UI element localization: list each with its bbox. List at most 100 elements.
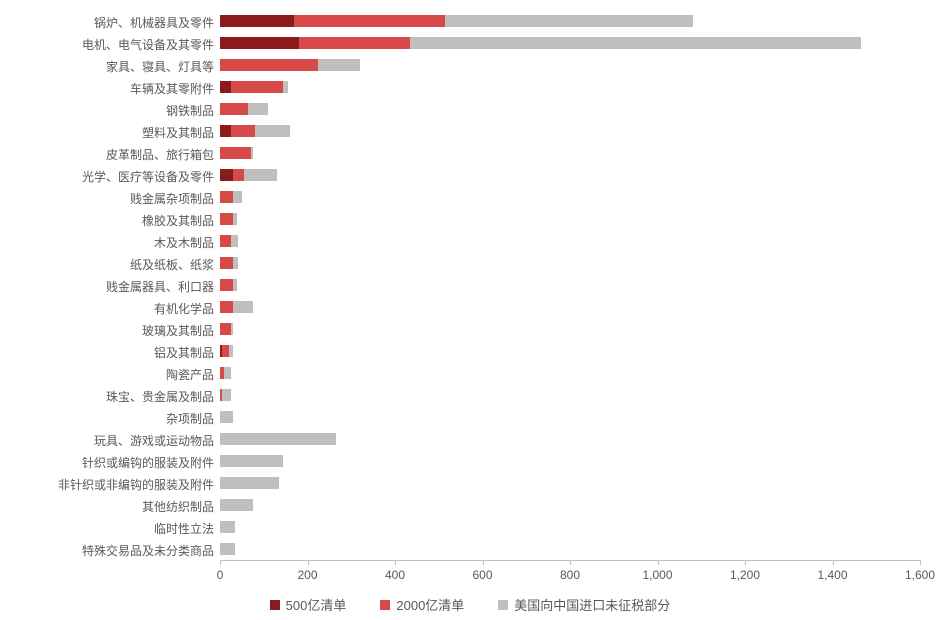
bar-segment-untaxed <box>410 37 861 49</box>
bar-row <box>220 521 235 533</box>
x-tick-label: 400 <box>385 568 405 582</box>
bar-row <box>220 37 861 49</box>
bar-segment-s500 <box>220 15 294 27</box>
category-label: 贱金属杂项制品 <box>0 190 220 207</box>
x-tick <box>483 560 484 565</box>
legend-item: 美国向中国进口未征税部分 <box>498 595 670 614</box>
bar-row <box>220 389 231 401</box>
bar-segment-untaxed <box>318 59 360 71</box>
category-label: 珠宝、贵金属及制品 <box>0 388 220 405</box>
bar-segment-untaxed <box>220 433 336 445</box>
bar-row <box>220 499 253 511</box>
bar-row <box>220 147 253 159</box>
legend-item: 500亿清单 <box>270 595 347 614</box>
bar-segment-untaxed <box>233 301 253 313</box>
bar-row <box>220 257 238 269</box>
bar-row <box>220 59 360 71</box>
bar-segment-s2000 <box>220 235 231 247</box>
category-label: 车辆及其零附件 <box>0 80 220 97</box>
bar-row <box>220 81 288 93</box>
bar-row <box>220 213 237 225</box>
x-tick <box>920 560 921 565</box>
bar-segment-untaxed <box>229 345 233 357</box>
category-label: 电机、电气设备及其零件 <box>0 36 220 53</box>
category-label: 针织或编钩的服装及附件 <box>0 454 220 471</box>
bar-segment-s500 <box>220 81 231 93</box>
bar-row <box>220 301 253 313</box>
legend-swatch <box>380 600 390 610</box>
legend-swatch <box>270 600 280 610</box>
bar-segment-untaxed <box>233 213 237 225</box>
category-label: 其他纺织制品 <box>0 498 220 515</box>
bar-segment-s2000 <box>220 59 318 71</box>
x-tick-label: 1,200 <box>730 568 760 582</box>
category-label: 玩具、游戏或运动物品 <box>0 432 220 449</box>
bar-segment-s2000 <box>220 301 233 313</box>
bar-segment-untaxed <box>233 279 237 291</box>
x-tick-label: 1,600 <box>905 568 935 582</box>
bar-row <box>220 477 279 489</box>
bar-row <box>220 169 277 181</box>
category-label: 特殊交易品及未分类商品 <box>0 542 220 559</box>
bar-row <box>220 543 235 555</box>
category-label: 陶瓷产品 <box>0 366 220 383</box>
bar-segment-s2000 <box>294 15 445 27</box>
bar-segment-untaxed <box>233 257 237 269</box>
x-tick-label: 1,400 <box>817 568 847 582</box>
x-tick-label: 600 <box>472 568 492 582</box>
bar-segment-s2000 <box>231 81 284 93</box>
category-label: 非针织或非编钩的服装及附件 <box>0 476 220 493</box>
bar-row <box>220 103 268 115</box>
category-label: 锅炉、机械器具及零件 <box>0 14 220 31</box>
bar-row <box>220 411 233 423</box>
bar-segment-untaxed <box>220 477 279 489</box>
bar-segment-untaxed <box>220 455 283 467</box>
bar-segment-s2000 <box>220 191 233 203</box>
category-label: 塑料及其制品 <box>0 124 220 141</box>
x-tick <box>745 560 746 565</box>
legend-label: 500亿清单 <box>286 595 347 614</box>
legend-label: 美国向中国进口未征税部分 <box>514 595 670 614</box>
x-tick <box>220 560 221 565</box>
x-tick <box>308 560 309 565</box>
plot-area: 02004006008001,0001,2001,4001,600 <box>220 10 920 561</box>
bar-segment-s2000 <box>299 37 411 49</box>
bar-segment-untaxed <box>255 125 290 137</box>
bar-segment-s500 <box>220 125 231 137</box>
category-label: 临时性立法 <box>0 520 220 537</box>
bar-segment-untaxed <box>222 389 231 401</box>
bar-segment-untaxed <box>220 543 235 555</box>
category-label: 铝及其制品 <box>0 344 220 361</box>
legend-swatch <box>498 600 508 610</box>
category-label: 家具、寝具、灯具等 <box>0 58 220 75</box>
category-label: 橡胶及其制品 <box>0 212 220 229</box>
x-tick <box>570 560 571 565</box>
category-label: 光学、医疗等设备及零件 <box>0 168 220 185</box>
bar-segment-untaxed <box>231 323 233 335</box>
x-tick-label: 200 <box>297 568 317 582</box>
bar-row <box>220 323 233 335</box>
legend-label: 2000亿清单 <box>396 595 464 614</box>
category-label: 钢铁制品 <box>0 102 220 119</box>
bar-segment-s2000 <box>233 169 244 181</box>
bar-segment-s2000 <box>231 125 255 137</box>
bar-segment-untaxed <box>233 191 242 203</box>
bar-segment-untaxed <box>224 367 231 379</box>
bar-row <box>220 15 693 27</box>
x-tick-label: 1,000 <box>642 568 672 582</box>
category-label: 杂项制品 <box>0 410 220 427</box>
bar-segment-untaxed <box>231 235 238 247</box>
bar-segment-s500 <box>220 169 233 181</box>
bar-segment-untaxed <box>220 521 235 533</box>
bar-row <box>220 191 242 203</box>
bar-segment-untaxed <box>283 81 287 93</box>
bar-segment-untaxed <box>220 411 233 423</box>
category-label: 纸及纸板、纸浆 <box>0 256 220 273</box>
category-label: 玻璃及其制品 <box>0 322 220 339</box>
x-tick <box>395 560 396 565</box>
bar-segment-s2000 <box>220 279 233 291</box>
bar-segment-s500 <box>220 37 299 49</box>
bar-segment-untaxed <box>220 499 253 511</box>
bar-segment-untaxed <box>445 15 692 27</box>
bar-row <box>220 235 238 247</box>
